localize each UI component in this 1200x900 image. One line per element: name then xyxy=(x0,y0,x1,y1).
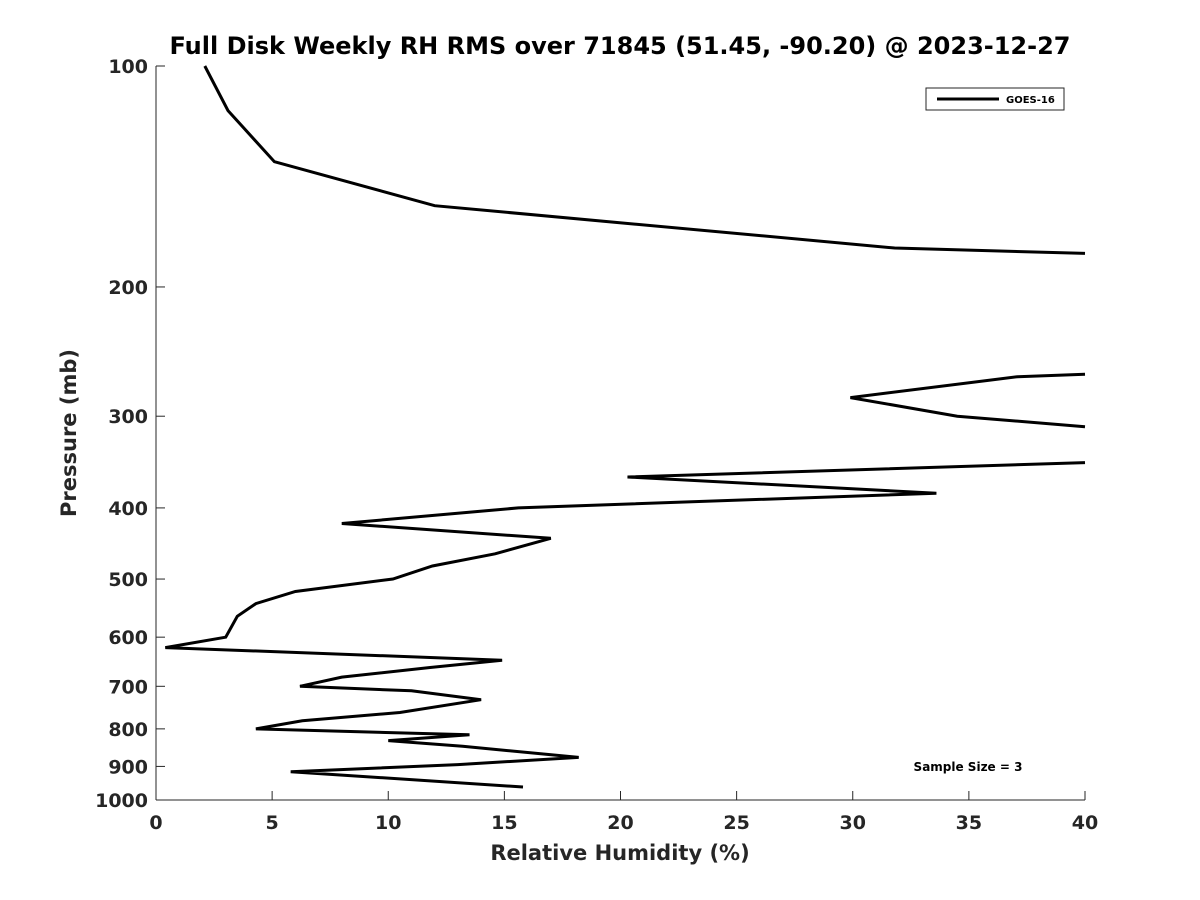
x-tick-label: 10 xyxy=(375,812,401,834)
y-tick-label: 300 xyxy=(108,406,148,428)
x-tick-label: 0 xyxy=(149,812,162,834)
y-tick-label: 100 xyxy=(108,56,148,78)
y-axis-label: Pressure (mb) xyxy=(57,349,81,517)
y-tick-label: 500 xyxy=(108,569,148,591)
y-tick-label: 900 xyxy=(108,756,148,778)
legend: GOES-16 xyxy=(925,87,1065,111)
x-tick-label: 20 xyxy=(607,812,633,834)
y-tick-label: 700 xyxy=(108,676,148,698)
series-line-goes-16 xyxy=(165,65,1086,789)
legend-label-goes-16: GOES-16 xyxy=(1006,95,1055,106)
y-tick-label: 400 xyxy=(108,498,148,520)
y-tick-label: 1000 xyxy=(95,790,148,812)
y-tick-label: 200 xyxy=(108,277,148,299)
x-axis-label: Relative Humidity (%) xyxy=(490,841,749,865)
chart-title: Full Disk Weekly RH RMS over 71845 (51.4… xyxy=(169,32,1070,60)
plot-area: 0 5 10 15 20 25 30 35 40 100 200 300 400 500 600 700 800… xyxy=(95,56,1098,834)
x-tick-label: 15 xyxy=(491,812,517,834)
x-tick-label: 40 xyxy=(1072,812,1098,834)
x-tick-label: 30 xyxy=(840,812,866,834)
x-tick-label: 35 xyxy=(956,812,982,834)
x-tick-label: 5 xyxy=(266,812,279,834)
x-tick-label: 25 xyxy=(723,812,749,834)
sample-size-annotation: Sample Size = 3 xyxy=(914,760,1023,774)
y-tick-label: 600 xyxy=(108,627,148,649)
y-tick-label: 800 xyxy=(108,719,148,741)
